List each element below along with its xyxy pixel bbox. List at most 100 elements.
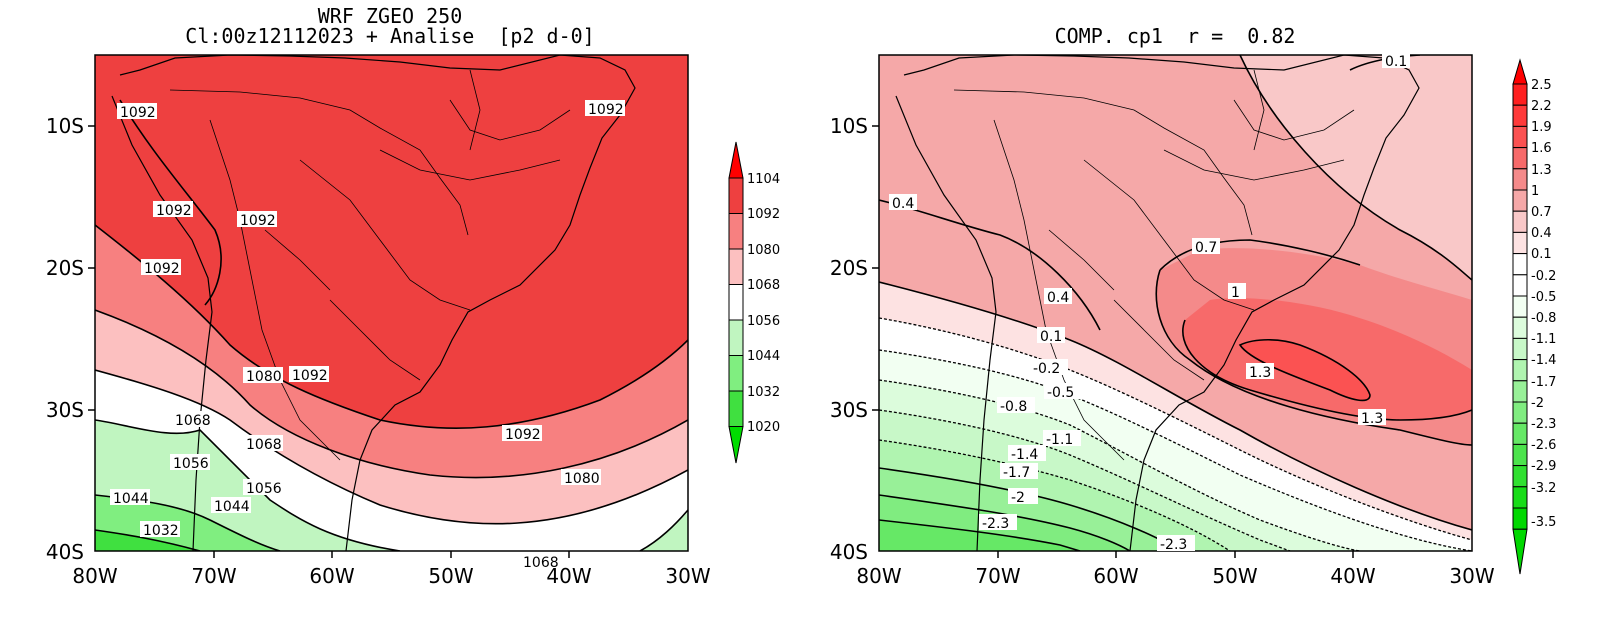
right-cb-label-2: 2.2 — [1531, 99, 1552, 114]
right-cb-swatch-18 — [1512, 443, 1528, 467]
left-clabel-text-9: 1080 — [564, 471, 600, 487]
right-cb-label-19: -2.9 — [1531, 459, 1556, 474]
right-clabel-6: 1.3 — [1358, 409, 1386, 427]
left-clabel-text-17: 1032 — [143, 523, 179, 539]
right-clabel-1: 0.1 — [1382, 52, 1410, 70]
left-clabel-text-7: 1092 — [505, 427, 541, 443]
right-clabel-10: -0.5 — [1044, 383, 1082, 401]
left-cb-label-1020: 1020 — [747, 420, 780, 435]
left-lon-tick-30w: 30W — [665, 564, 710, 588]
right-cb-swatch-17 — [1512, 422, 1528, 445]
right-clabel-text-9: -0.2 — [1033, 361, 1060, 377]
left-axes: 10S 20S 30S 40S 80W 70W 60W 50W 40W 30W — [46, 114, 711, 588]
right-band-1.3-1.6 — [1240, 339, 1370, 401]
right-clabel-7: 0.4 — [1044, 288, 1072, 306]
left-lat-tick-30s: 30S — [46, 398, 84, 422]
right-panel-title: COMP. cp1 r = 0.82 — [1054, 24, 1296, 48]
right-cb-swatch-10 — [1512, 274, 1528, 297]
left-lat-tick-10s: 10S — [46, 114, 84, 138]
right-lon-tick-60w: 60W — [1093, 564, 1138, 588]
right-clabel-text-8: 0.1 — [1040, 329, 1062, 345]
right-clabel-text-12: -1.1 — [1046, 432, 1073, 448]
left-colorbar: 1104 1092 1080 1068 1056 1044 1032 1020 — [728, 141, 780, 464]
left-cb-top-arrow — [728, 141, 744, 179]
left-cb-label-1080: 1080 — [747, 243, 780, 258]
left-lon-tick-50w: 50W — [428, 564, 473, 588]
right-clabel-4: 1 — [1228, 283, 1246, 301]
right-clabel-3: 0.7 — [1192, 238, 1220, 256]
right-cb-label-18: -2.6 — [1531, 438, 1556, 453]
left-clabel-text-12: 1068 — [523, 555, 559, 571]
right-lat-tick-40s: 40S — [830, 540, 868, 564]
left-cb-label-1032: 1032 — [747, 385, 780, 400]
right-cb-swatch-14 — [1512, 359, 1528, 382]
left-clabel-16: 1044 — [211, 497, 251, 515]
left-clabel-6: 1092 — [289, 366, 329, 384]
right-clabel-text-1: 0.1 — [1385, 54, 1407, 70]
right-clabel-text-2: 0.4 — [892, 196, 914, 212]
left-cb-label-1104: 1104 — [747, 172, 780, 187]
left-cb-label-1056: 1056 — [747, 314, 780, 329]
right-clabel-5: 1.3 — [1246, 363, 1274, 381]
left-band-1020 — [95, 530, 200, 551]
right-band--2.3--2 — [879, 520, 1080, 551]
right-clabel-text-6: 1.3 — [1361, 411, 1383, 427]
left-clabel-4: 1092 — [237, 211, 277, 229]
right-cb-bottom-arrow — [1512, 528, 1528, 575]
right-cb-swatch-12 — [1512, 316, 1528, 339]
right-lat-tick-10s: 10S — [830, 114, 868, 138]
right-cb-label-14: -1.4 — [1531, 353, 1556, 368]
left-clabel-text-3: 1092 — [156, 203, 192, 219]
left-cb-label-1068: 1068 — [747, 278, 780, 293]
right-cb-top-arrow — [1512, 58, 1528, 85]
left-contours — [95, 99, 688, 551]
right-clabel-text-15: -2 — [1011, 490, 1025, 506]
right-lon-tick-40w: 40W — [1330, 564, 1375, 588]
right-lon-tick-30w: 30W — [1449, 564, 1494, 588]
right-cb-label-7: 0.7 — [1531, 205, 1552, 220]
right-cb-swatch-7 — [1512, 210, 1528, 233]
left-cb-swatch-2 — [728, 213, 744, 250]
right-clabel-text-3: 0.7 — [1195, 240, 1217, 256]
left-clabel-text-14: 1056 — [246, 481, 282, 497]
left-band-1044-east — [640, 511, 688, 551]
left-clabel-text-16: 1044 — [214, 499, 250, 515]
left-cb-swatch-5 — [728, 319, 744, 356]
left-clabel-10: 1068 — [172, 411, 212, 429]
right-axes: 10S 20S 30S 40S 80W 70W 60W 50W 40W 30W — [830, 114, 1495, 588]
right-cb-swatch-15 — [1512, 380, 1528, 403]
left-cb-label-1044: 1044 — [747, 349, 780, 364]
right-clabel-text-17: -2.3 — [1160, 537, 1187, 553]
left-cb-swatch-4 — [728, 284, 744, 321]
right-dashed-contours — [879, 317, 1472, 551]
left-lon-tick-70w: 70W — [191, 564, 236, 588]
right-cb-swatch-2 — [1512, 104, 1528, 127]
right-clabel-text-7: 0.4 — [1047, 290, 1069, 306]
right-cb-swatch-8 — [1512, 231, 1528, 255]
right-clabel-17: -2.3 — [1157, 535, 1195, 553]
right-cb-label-4: 1.6 — [1531, 141, 1552, 156]
right-cb-label-6: 1 — [1531, 184, 1539, 199]
right-colorbar: 2.5 2.2 1.9 1.6 1.3 1 0.7 0.4 0.1 -0.2 -… — [1512, 58, 1556, 575]
right-clabel-8: 0.1 — [1037, 327, 1065, 345]
right-lon-tick-80w: 80W — [856, 564, 901, 588]
right-clabel-2: 0.4 — [889, 194, 917, 212]
right-clabel-12: -1.1 — [1043, 430, 1081, 448]
right-cb-swatch-6 — [1512, 189, 1528, 212]
right-cb-label-3: 1.9 — [1531, 120, 1552, 135]
right-cb-swatch-20 — [1512, 486, 1528, 509]
left-cb-label-1092: 1092 — [747, 207, 780, 222]
left-panel-title-line2: Cl:00z12112023 + Analise [p2 d-0] — [185, 24, 595, 48]
right-clabel-text-4: 1 — [1231, 285, 1240, 301]
left-clabel-8: 1080 — [243, 367, 283, 385]
left-contour-labels: 1092 1092 1092 1092 1092 1092 1092 1080 … — [110, 100, 625, 571]
right-cb-swatch-19 — [1512, 465, 1528, 488]
left-clabel-7: 1092 — [502, 425, 542, 443]
right-cb-swatch-1 — [1512, 83, 1528, 106]
left-clabel-1: 1092 — [117, 103, 157, 121]
left-clabel-text-8: 1080 — [246, 369, 282, 385]
right-cb-label-8: 0.4 — [1531, 226, 1552, 241]
right-clabel-text-10: -0.5 — [1047, 385, 1074, 401]
right-clabel-text-14: -1.7 — [1003, 465, 1030, 481]
